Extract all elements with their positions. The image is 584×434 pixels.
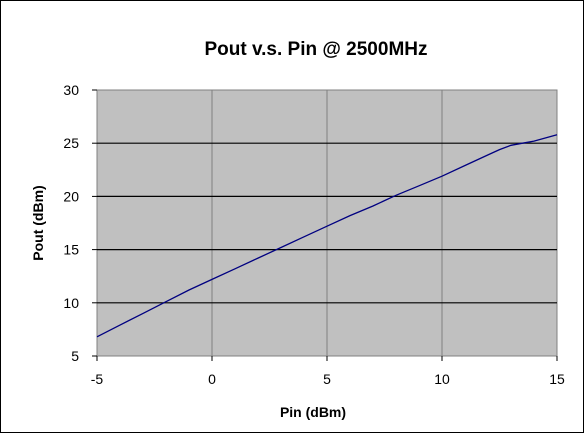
y-tick-label: 10 [63,295,79,311]
x-axis-ticks: -5 0 5 10 15 [91,356,565,387]
x-tick-label: 5 [323,371,331,387]
y-tick-label: 30 [63,82,79,98]
x-tick-label: 0 [208,371,216,387]
chart-title: Pout v.s. Pin @ 2500MHz [204,39,427,60]
y-axis-ticks: 5 10 15 20 25 30 [63,82,97,364]
x-tick-label: -5 [91,371,104,387]
y-tick-label: 5 [71,348,79,364]
x-tick-label: 15 [549,371,565,387]
y-axis-label: Pout (dBm) [30,185,46,260]
x-axis-label: Pin (dBm) [280,404,346,420]
x-tick-label: 10 [434,371,450,387]
y-tick-label: 20 [63,188,79,204]
y-tick-label: 15 [63,242,79,258]
vertical-gridlines [211,90,443,356]
horizontal-gridlines [97,142,557,304]
y-tick-label: 25 [63,135,79,151]
series-line [96,134,558,338]
